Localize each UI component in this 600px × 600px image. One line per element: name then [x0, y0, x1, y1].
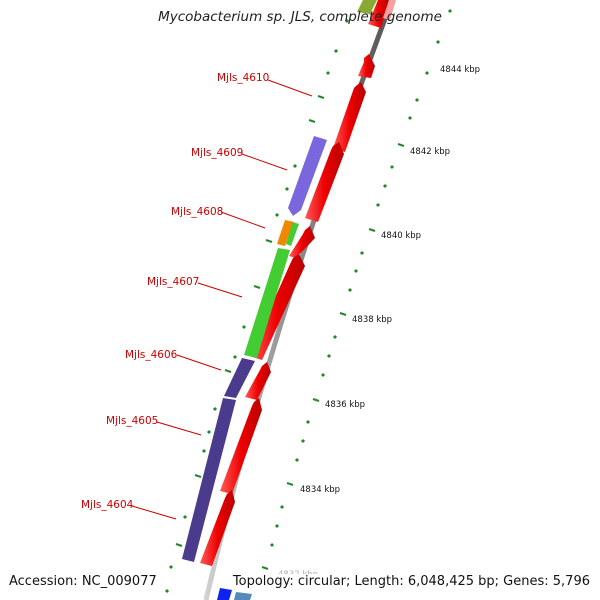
scale-labels: 4844 kbp 4842 kbp 4840 kbp 4838 kbp 4836… [278, 65, 480, 580]
gene-label[interactable]: Mjls_4604 [81, 499, 134, 511]
gene-labels: Mjls_4610 Mjls_4609 Mjls_4608 Mjls_4607 … [81, 72, 269, 511]
gene-reverse[interactable] [182, 398, 236, 562]
scale-label: 4844 kbp [440, 65, 480, 75]
gene-reverse[interactable] [234, 592, 252, 600]
gene-reverse[interactable] [244, 248, 290, 358]
forward-strand-genes [200, 0, 396, 566]
scale-label: 4836 kbp [325, 400, 365, 410]
gene-reverse[interactable] [277, 220, 294, 246]
gene-label[interactable]: Mjls_4607 [147, 276, 199, 288]
gene-forward[interactable] [305, 142, 344, 222]
inner-ticks [164, 18, 350, 594]
gene-label[interactable]: Mjls_4608 [171, 206, 223, 218]
gene-forward[interactable] [200, 490, 235, 566]
gene-reverse[interactable] [286, 222, 299, 246]
gene-label[interactable]: Mjls_4606 [125, 349, 178, 361]
gene-reverse[interactable] [217, 588, 232, 600]
gene-forward[interactable] [245, 362, 271, 400]
gene-forward[interactable] [368, 0, 389, 28]
genome-stats-text: Topology: circular; Length: 6,048,425 bp… [232, 574, 590, 589]
gene-forward[interactable] [358, 54, 375, 78]
gene-forward[interactable] [383, 0, 396, 20]
accession-text: Accession: NC_009077 [9, 574, 157, 589]
scale-label: 4834 kbp [300, 485, 340, 495]
reverse-strand-genes [182, 0, 377, 600]
gene-label[interactable]: Mjls_4609 [191, 147, 243, 159]
gene-label[interactable]: Mjls_4605 [106, 415, 158, 427]
gene-forward[interactable] [333, 82, 366, 152]
scale-label: 4842 kbp [410, 147, 450, 157]
scale-ticks [261, 8, 453, 570]
gene-reverse[interactable] [357, 0, 377, 14]
gene-label[interactable]: Mjls_4610 [217, 72, 269, 84]
gene-reverse[interactable] [288, 136, 327, 216]
gene-reverse[interactable] [224, 358, 255, 398]
label-leaders [131, 79, 313, 520]
scale-label: 4838 kbp [352, 315, 392, 325]
scale-label: 4840 kbp [381, 231, 421, 241]
map-title: Mycobacterium sp. JLS, complete genome [158, 9, 442, 25]
gene-forward[interactable] [220, 398, 262, 494]
gene-forward[interactable] [289, 226, 315, 258]
